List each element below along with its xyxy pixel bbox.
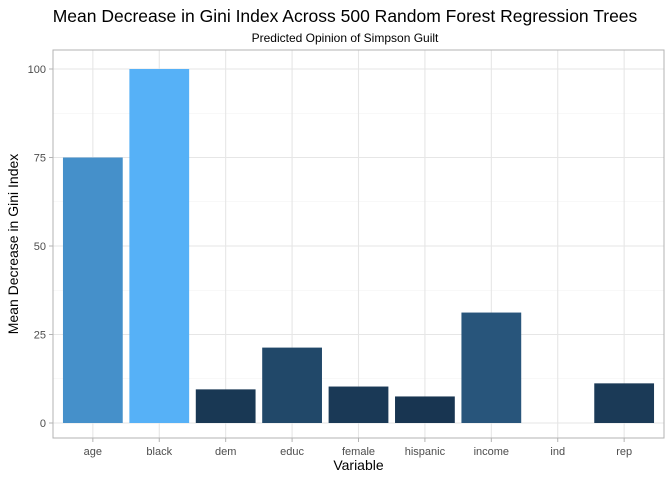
bar-educ bbox=[262, 347, 322, 423]
y-tick-label: 50 bbox=[34, 241, 46, 253]
y-axis-title: Mean Decrease in Gini Index bbox=[5, 154, 21, 335]
x-tick-label: educ bbox=[280, 446, 304, 458]
bar-black bbox=[129, 69, 190, 423]
y-tick-label: 0 bbox=[40, 418, 46, 430]
chart-subtitle: Predicted Opinion of Simpson Guilt bbox=[251, 31, 439, 45]
x-tick-label: hispanic bbox=[405, 446, 446, 458]
x-tick-label: black bbox=[146, 446, 172, 458]
x-tick-label: ind bbox=[550, 446, 565, 458]
x-tick-label: income bbox=[474, 446, 509, 458]
y-axis-ticks: 0 25 50 75 100 bbox=[28, 64, 53, 430]
bar-age bbox=[62, 157, 123, 423]
bar-female bbox=[328, 386, 389, 423]
x-tick-label: female bbox=[342, 446, 375, 458]
x-tick-label: age bbox=[84, 446, 102, 458]
bar-hispanic bbox=[395, 396, 455, 423]
x-axis-ticks: age black dem educ female hispanic income ind re… bbox=[84, 438, 632, 458]
x-tick-label: dem bbox=[215, 446, 236, 458]
y-tick-label: 100 bbox=[28, 64, 46, 76]
x-tick-label: rep bbox=[616, 446, 632, 458]
y-tick-label: 25 bbox=[34, 330, 46, 342]
bar-rep bbox=[594, 383, 655, 423]
bars bbox=[62, 69, 655, 423]
bar-dem bbox=[195, 389, 256, 423]
chart-title: Mean Decrease in Gini Index Across 500 R… bbox=[52, 6, 638, 26]
x-axis-title: Variable bbox=[333, 457, 384, 473]
bar-income bbox=[461, 312, 522, 423]
y-tick-label: 75 bbox=[34, 153, 46, 165]
